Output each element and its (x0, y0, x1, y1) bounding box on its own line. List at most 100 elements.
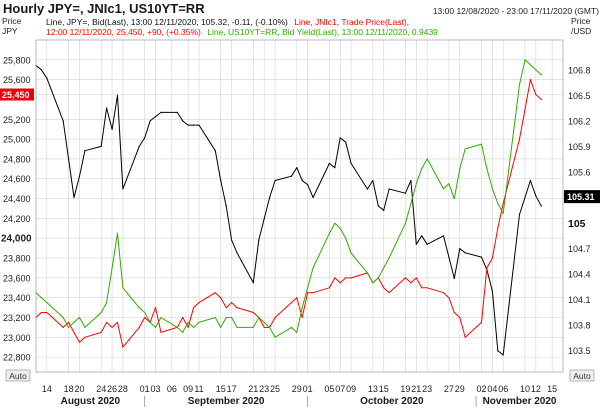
data-point-nikkei (182, 317, 183, 318)
data-point-jpy (313, 197, 314, 198)
legend-jpy-text: Line, JPY=, Bid(Last), 13:00 12/11/2020,… (46, 17, 288, 27)
left-tick-label: 23,400 (3, 293, 31, 303)
chart-title: Hourly JPY=, JNIc1, US10YT=RR (3, 1, 205, 16)
data-point-nikkei (160, 332, 161, 333)
data-point-us10y (459, 168, 460, 169)
month-label: October 2020 (360, 396, 424, 407)
data-point-us10y (291, 327, 292, 328)
data-point-nikkei (198, 302, 199, 303)
data-point-us10y (329, 233, 330, 234)
data-point-us10y (275, 337, 276, 338)
right-tick-label: 106.5 (568, 91, 591, 101)
right-tick-label: 103.5 (568, 346, 591, 356)
data-point-nikkei (503, 203, 504, 204)
data-point-us10y (530, 64, 531, 65)
data-point-us10y (410, 203, 411, 204)
data-point-nikkei (63, 327, 64, 328)
x-tick-label: 09 (183, 384, 193, 394)
data-point-nikkei (465, 337, 466, 338)
data-point-us10y (215, 317, 216, 318)
data-point-nikkei (117, 322, 118, 323)
right-axis-header-line1: Price (571, 16, 591, 26)
data-point-us10y (160, 317, 161, 318)
data-point-jpy (421, 235, 422, 236)
data-point-us10y (106, 302, 107, 303)
data-point-nikkei (524, 109, 525, 110)
data-point-us10y (117, 233, 118, 234)
x-tick-label: 18 (64, 384, 74, 394)
data-point-nikkei (443, 292, 444, 293)
x-tick-label: 01 (140, 384, 150, 394)
data-point-jpy (367, 188, 368, 189)
data-point-us10y (497, 203, 498, 204)
data-point-us10y (486, 168, 487, 169)
x-tick-label: 15 (216, 384, 226, 394)
data-point-nikkei (122, 347, 123, 348)
data-point-us10y (63, 317, 64, 318)
data-point-jpy (79, 176, 80, 177)
data-point-nikkei (226, 307, 227, 308)
data-point-jpy (519, 214, 520, 215)
data-point-us10y (112, 267, 113, 268)
data-point-jpy (378, 205, 379, 206)
data-point-us10y (389, 257, 390, 258)
data-point-us10y (220, 327, 221, 328)
data-point-nikkei (389, 292, 390, 293)
data-point-us10y (313, 267, 314, 268)
data-point-us10y (226, 317, 227, 318)
data-point-us10y (193, 327, 194, 328)
data-point-nikkei (410, 282, 411, 283)
data-point-us10y (443, 188, 444, 189)
data-point-nikkei (275, 317, 276, 318)
data-point-jpy (524, 197, 525, 198)
right-tick-label: 106.8 (568, 65, 591, 75)
auto-left-label: Auto (9, 371, 27, 381)
data-point-jpy (193, 125, 194, 126)
data-point-us10y (269, 327, 270, 328)
data-point-us10y (465, 148, 466, 149)
data-point-jpy (150, 120, 151, 121)
data-point-jpy (155, 116, 156, 117)
data-point-us10y (448, 183, 449, 184)
left-axis-header-line2: JPY (2, 26, 18, 36)
data-point-jpy (188, 125, 189, 126)
x-tick-label: 01 (303, 384, 313, 394)
left-tick-label: 24,400 (3, 194, 31, 204)
data-point-nikkei (236, 307, 237, 308)
data-point-nikkei (481, 322, 482, 323)
data-point-jpy (427, 244, 428, 245)
data-point-jpy (383, 210, 384, 211)
data-point-jpy (231, 240, 232, 241)
x-tick-label: 03 (151, 384, 161, 394)
data-point-jpy (389, 188, 390, 189)
x-tick-label: 26 (107, 384, 117, 394)
data-point-nikkei (416, 277, 417, 278)
data-point-us10y (236, 327, 237, 328)
data-point-us10y (182, 332, 183, 333)
x-tick-label: 21 (411, 384, 421, 394)
data-point-jpy (454, 278, 455, 279)
data-point-us10y (150, 322, 151, 323)
data-point-nikkei (405, 277, 406, 278)
data-point-jpy (416, 244, 417, 245)
x-tick-label: 14 (42, 384, 52, 394)
x-tick-label: 05 (324, 384, 334, 394)
month-label: November 2020 (483, 396, 557, 407)
data-point-us10y (524, 59, 525, 60)
legend-row-1: Line, JPY=, Bid(Last), 13:00 12/11/2020,… (46, 17, 409, 27)
data-point-us10y (519, 84, 520, 85)
data-point-us10y (79, 317, 80, 318)
x-tick-label: 17 (227, 384, 237, 394)
data-point-jpy (46, 78, 47, 79)
x-tick-label: 20 (74, 384, 84, 394)
data-point-jpy (481, 257, 482, 258)
right-tick-label: 104.4 (568, 270, 591, 280)
data-point-jpy (182, 120, 183, 121)
data-point-nikkei (296, 297, 297, 298)
legend-nikkei-values: 12:00 12/11/2020, 25,450, +90, (+0.35%) (46, 27, 201, 37)
month-label: August 2020 (61, 396, 121, 407)
data-point-jpy (405, 193, 406, 194)
data-point-us10y (367, 272, 368, 273)
x-tick-label: 06 (167, 384, 177, 394)
